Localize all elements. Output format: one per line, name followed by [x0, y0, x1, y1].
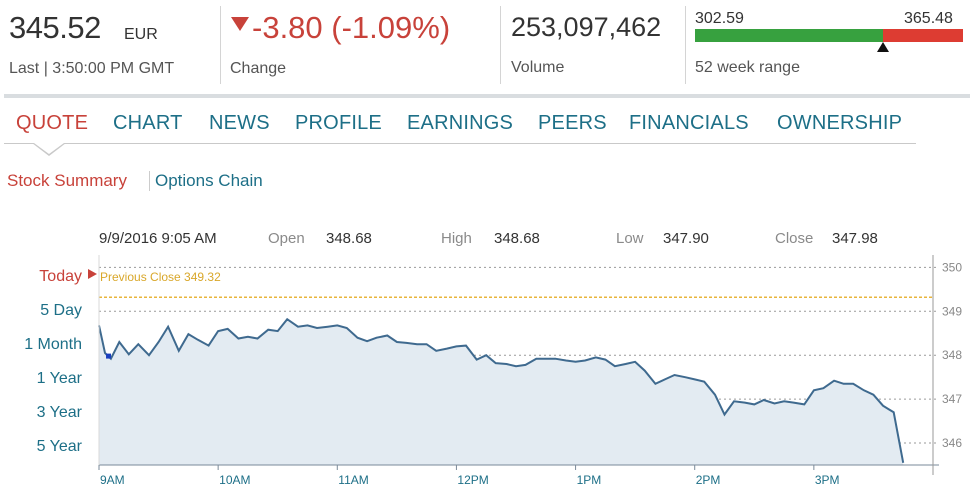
- y-tick-label: 346: [942, 436, 962, 450]
- range-label: 52 week range: [695, 59, 800, 76]
- close-value: 347.98: [832, 230, 878, 247]
- previous-close-label: Previous Close 349.32: [100, 270, 221, 284]
- tab-quote[interactable]: QUOTE: [16, 112, 89, 134]
- x-tick-label: 10AM: [219, 473, 250, 487]
- quote-header: 345.52 EUR Last | 3:50:00 PM GMT -3.80 (…: [0, 0, 974, 92]
- high-value: 348.68: [494, 230, 540, 247]
- y-tick-label: 349: [942, 304, 962, 318]
- ohlc-datetime: 9/9/2016 9:05 AM: [99, 230, 217, 247]
- x-tick-label: 2PM: [696, 473, 721, 487]
- x-axis-ticks: 9AM 10AM 11AM 12PM 1PM 2PM 3PM: [98, 465, 840, 487]
- x-tick-label: 3PM: [815, 473, 840, 487]
- tab-peers[interactable]: PEERS: [538, 112, 607, 134]
- tab-ownership[interactable]: OWNERSHIP: [777, 112, 903, 134]
- range-5-year[interactable]: 5 Year: [36, 438, 82, 455]
- x-tick-label: 1PM: [577, 473, 602, 487]
- range-3-year[interactable]: 3 Year: [36, 404, 82, 421]
- range-low: 302.59: [695, 10, 744, 27]
- tab-chart[interactable]: CHART: [113, 112, 183, 134]
- previous-close-arrow-icon: [88, 269, 97, 279]
- tab-news[interactable]: NEWS: [209, 112, 270, 134]
- range-bar-high-segment: [882, 29, 963, 42]
- subtab-stock-summary[interactable]: Stock Summary: [7, 171, 127, 190]
- x-tick-label: 11AM: [338, 473, 368, 487]
- range-1-month[interactable]: 1 Month: [24, 336, 82, 353]
- change-label: Change: [230, 60, 287, 77]
- subtab-options-chain[interactable]: Options Chain: [155, 171, 263, 190]
- open-value: 348.68: [326, 230, 372, 247]
- y-tick-label: 348: [942, 348, 962, 362]
- tab-financials[interactable]: FINANCIALS: [629, 112, 749, 134]
- high-label: High: [441, 230, 472, 247]
- low-label: Low: [616, 230, 644, 247]
- current-point-marker: [106, 353, 112, 359]
- y-tick-label: 350: [942, 260, 962, 274]
- last-time-label: Last | 3:50:00 PM GMT: [9, 60, 175, 77]
- range-today[interactable]: Today: [39, 268, 82, 285]
- volume-value: 253,097,462: [511, 12, 662, 42]
- last-price: 345.52: [9, 10, 101, 45]
- range-5-day[interactable]: 5 Day: [40, 302, 82, 319]
- y-tick-label: 347: [942, 392, 962, 406]
- tabs-divider: [4, 143, 916, 144]
- range-1-year[interactable]: 1 Year: [36, 370, 82, 387]
- down-arrow-icon: [231, 17, 249, 31]
- open-label: Open: [268, 230, 305, 247]
- price-area-fill: [99, 319, 904, 465]
- subtab-divider: [149, 171, 150, 191]
- x-tick-label: 12PM: [457, 473, 488, 487]
- y-axis-ticks: 350 349 348 347 346: [942, 260, 962, 450]
- low-value: 347.90: [663, 230, 709, 247]
- header-divider: [500, 6, 501, 84]
- volume-label: Volume: [511, 59, 565, 76]
- close-label: Close: [775, 230, 814, 247]
- tab-earnings[interactable]: EARNINGS: [407, 112, 514, 134]
- price-change: -3.80 (-1.09%): [252, 10, 451, 45]
- header-underline: [4, 94, 970, 98]
- active-tab-caret-inner: [34, 143, 64, 154]
- header-divider: [220, 6, 221, 84]
- x-tick-label: 9AM: [100, 473, 125, 487]
- price-chart[interactable]: Previous Close 349.32 350 349 348 347 346 9A…: [0, 255, 974, 501]
- currency-label: EUR: [124, 26, 158, 43]
- header-divider: [685, 6, 686, 84]
- tab-profile[interactable]: PROFILE: [295, 112, 382, 134]
- range-bar-low-segment: [695, 29, 883, 42]
- range-high: 365.48: [904, 10, 953, 27]
- range-position-marker-icon: [876, 42, 889, 52]
- price-line: [98, 317, 905, 463]
